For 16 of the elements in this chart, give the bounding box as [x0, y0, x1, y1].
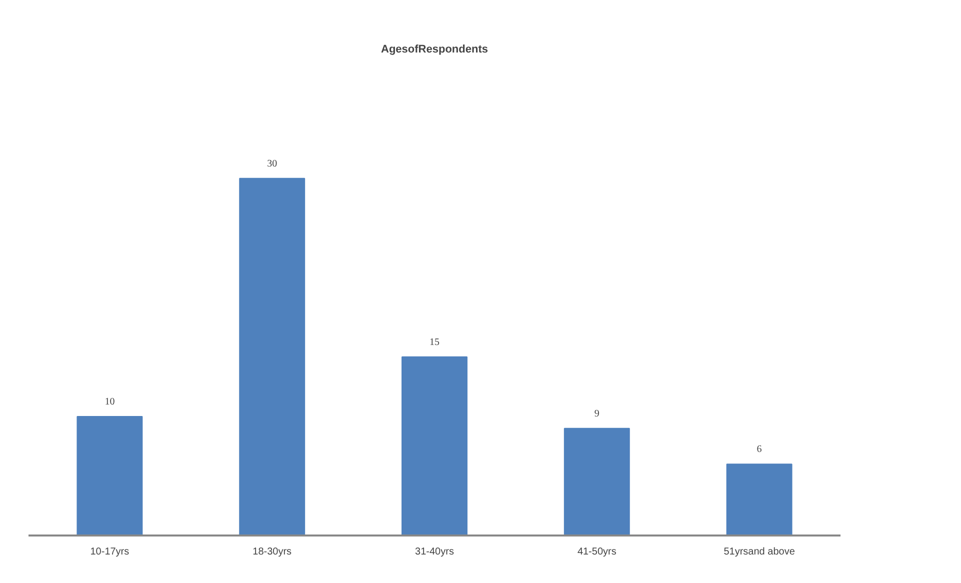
chart-title: AgesofRespondents [381, 44, 488, 56]
bar [402, 356, 468, 536]
x-tick-label: 18-30yrs [252, 546, 292, 558]
x-tick-label: 10-17yrs [90, 546, 130, 558]
data-label: 10 [104, 396, 115, 408]
bar [76, 416, 143, 536]
data-label: 30 [267, 158, 278, 170]
x-tick-label: 41-50yrs [577, 546, 616, 558]
data-label: 15 [430, 336, 440, 348]
bar [564, 428, 630, 536]
data-label: 9 [594, 408, 600, 420]
x-tick-label: 51yrsand above [724, 546, 796, 558]
bar [239, 178, 306, 536]
bar [726, 464, 792, 536]
data-label: 6 [756, 444, 762, 456]
x-tick-label: 31-40yrs [415, 546, 454, 558]
